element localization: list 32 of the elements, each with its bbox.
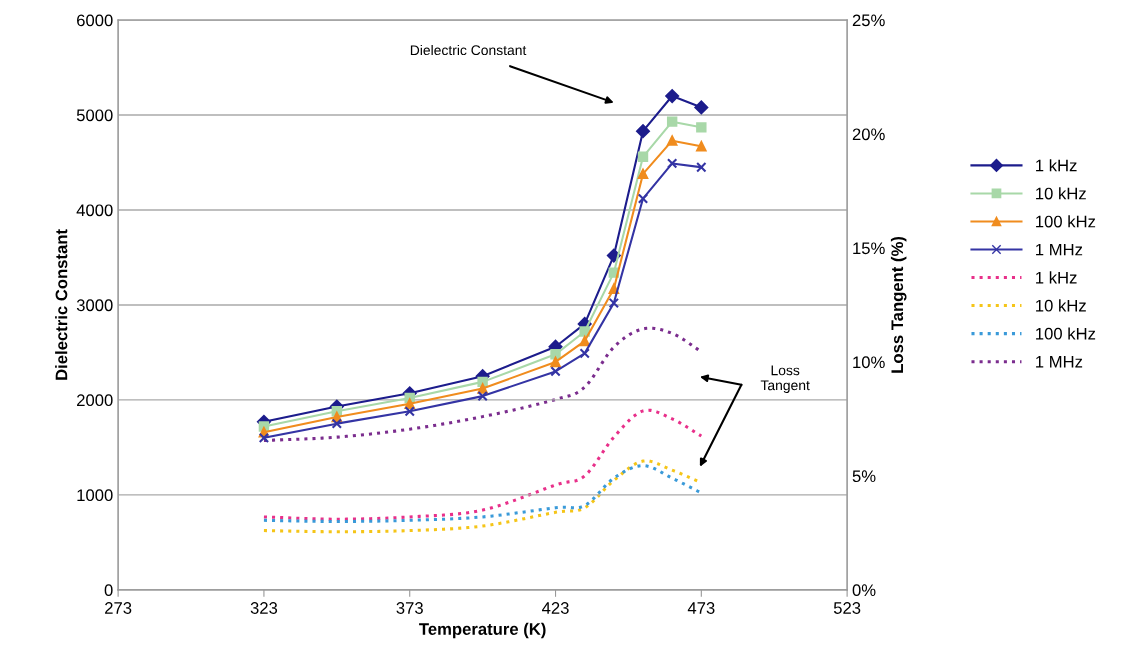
x-axis-title: Temperature (K) <box>419 622 546 639</box>
legend-label: 10 kHz <box>1036 187 1086 200</box>
x-tick-label: 373 <box>396 602 423 614</box>
y2-tick-label: 5% <box>852 470 876 483</box>
legend-label: 100 kHz <box>1036 327 1096 340</box>
legend-label: 1 kHz <box>1036 271 1077 284</box>
x-tick-label: 473 <box>687 602 715 614</box>
y2-tick-label: 20% <box>852 128 885 141</box>
x-tick-label: 523 <box>833 602 861 614</box>
y2-tick-label: 25% <box>852 14 885 27</box>
y-tick-label: 0 <box>104 584 113 597</box>
annotation: Loss Tangent <box>760 365 810 393</box>
legend-label: 100 kHz <box>1036 215 1096 228</box>
y2-tick-label: 10% <box>853 356 885 369</box>
y2-tick-label: 0% <box>852 584 876 597</box>
y-tick-label: 1000 <box>77 489 113 502</box>
legend-label: 1 MHz <box>1036 356 1083 368</box>
y-tick-label: 5000 <box>76 109 113 122</box>
legend-label: 10 kHz <box>1036 299 1086 312</box>
y2-tick-label: 15% <box>853 242 885 255</box>
x-tick-label: 273 <box>105 602 132 614</box>
legend-label: 1 kHz <box>1036 159 1077 172</box>
y-axis-title: Dielectric Constant <box>55 229 68 380</box>
y-tick-label: 3000 <box>76 299 113 312</box>
legend-label: 1 MHz <box>1036 243 1083 256</box>
y-tick-label: 2000 <box>77 394 113 407</box>
y2-axis-title: Loss Tangent (%) <box>890 236 907 373</box>
annotation: Dielectric Constant <box>410 44 527 56</box>
x-tick-label: 323 <box>250 602 278 614</box>
x-tick-label: 423 <box>542 602 569 614</box>
y-tick-label: 6000 <box>77 14 113 27</box>
y-tick-label: 4000 <box>76 204 113 217</box>
